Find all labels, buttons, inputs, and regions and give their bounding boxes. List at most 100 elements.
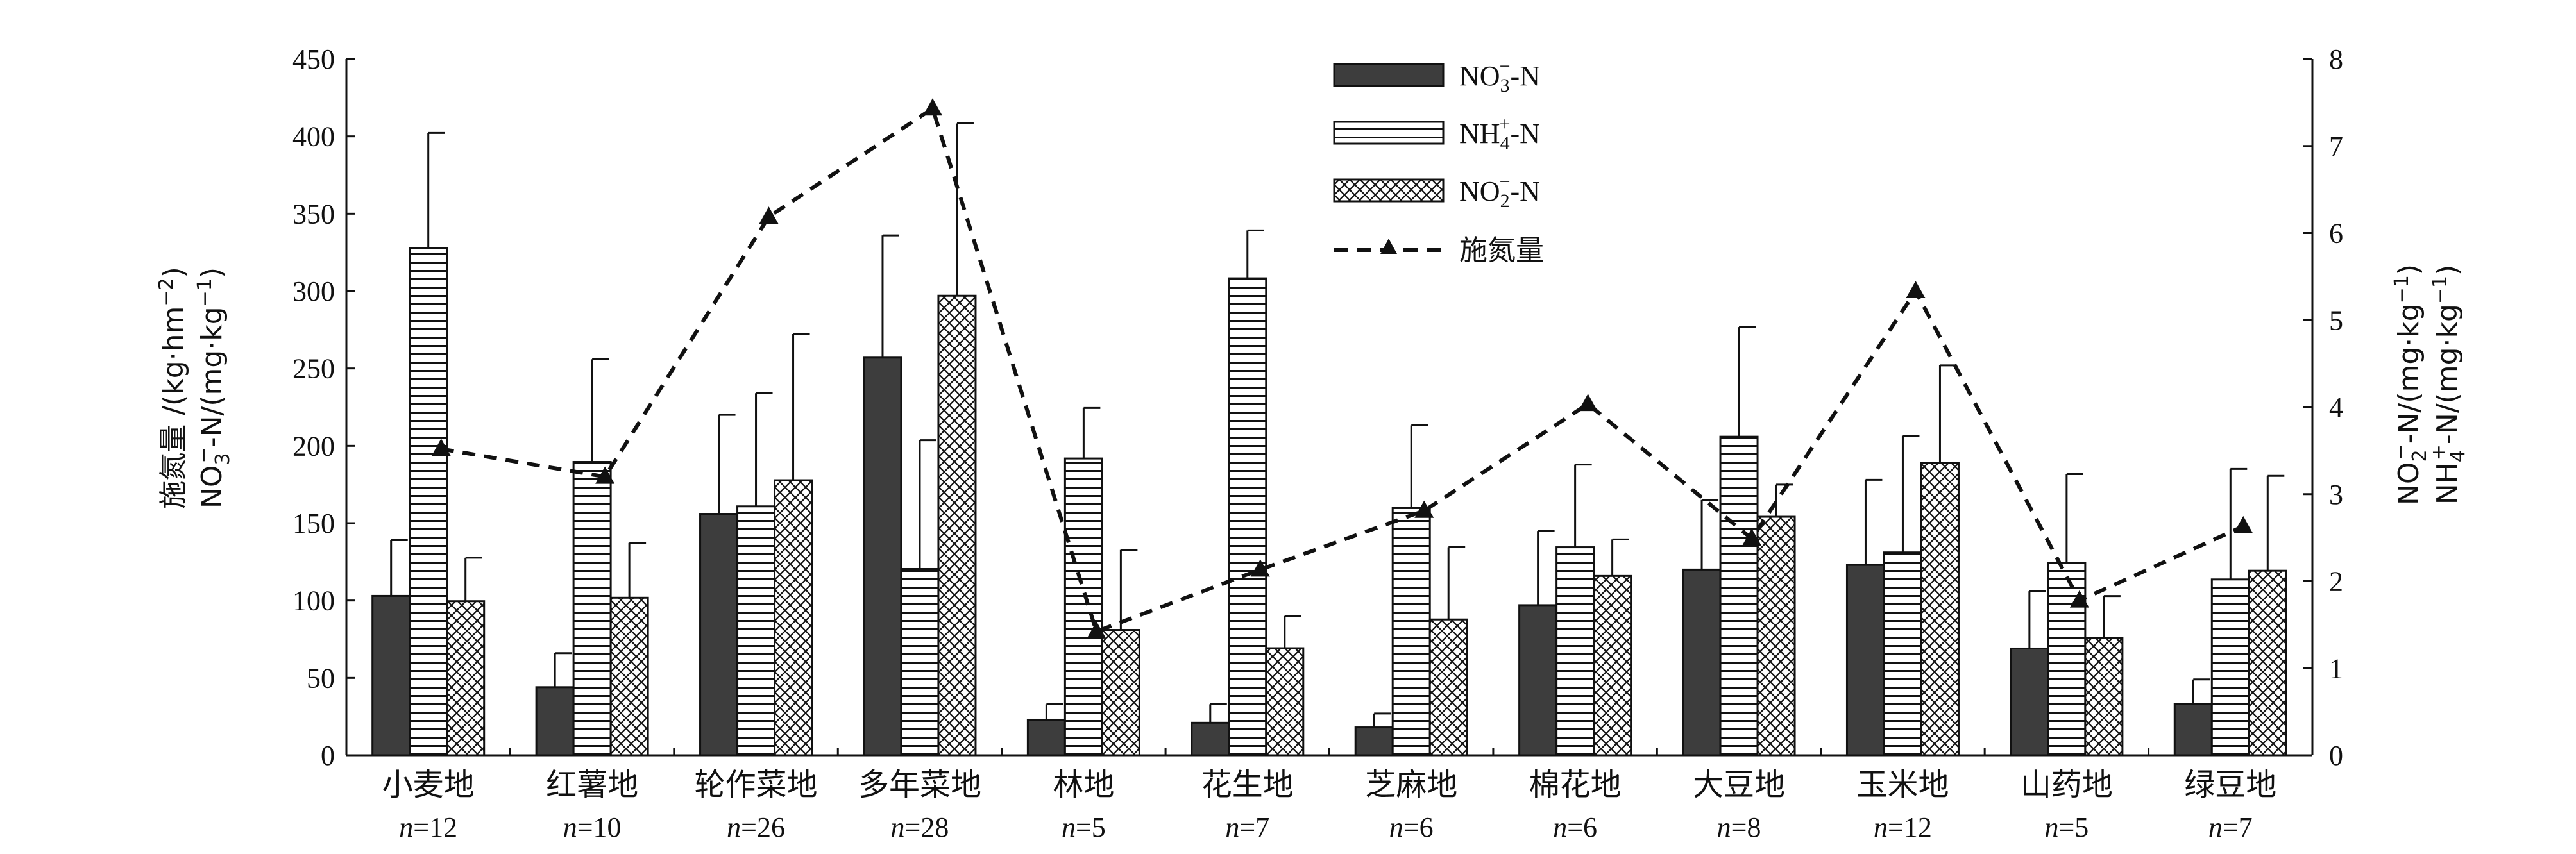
legend: NO3−-N NH4+-N NO2−-N 施氮量 — [1333, 56, 1544, 266]
bar-no2 — [937, 294, 977, 757]
nitrogen-point — [1906, 281, 1926, 298]
category-label: 芝麻地 — [1365, 767, 1457, 803]
right-tick-label: 1 — [2329, 653, 2343, 684]
right-axis-title-line2: NH4+-N/(mg·kg−1) — [2428, 265, 2470, 505]
category-label: 红薯地 — [546, 767, 638, 803]
legend-swatch-no3 — [1333, 63, 1445, 87]
bar-no3 — [1026, 718, 1066, 757]
bar-no2 — [1593, 574, 1632, 757]
category-label: 山药地 — [2021, 767, 2113, 803]
right-tick-label: 3 — [2329, 479, 2343, 510]
bar-nh4 — [1555, 546, 1595, 757]
sample-size-label: n=26 — [727, 812, 785, 843]
sample-size-label: n=8 — [1717, 812, 1761, 843]
category-label: 绿豆地 — [2184, 767, 2276, 803]
bar-no2 — [446, 600, 486, 757]
left-tick-label: 400 — [292, 121, 335, 153]
left-axis-title-line2: NO3−-N/(mg·kg−1) — [192, 267, 234, 508]
nitrogen-point — [759, 206, 779, 224]
right-tick-label: 5 — [2329, 305, 2343, 336]
nitrogen-point — [1250, 559, 1270, 577]
sample-size-label: n=5 — [2044, 812, 2089, 843]
bar-nh4 — [736, 505, 776, 757]
bar-no2 — [1428, 618, 1468, 757]
category-label: 棉花地 — [1529, 767, 1622, 803]
nitrogen-point — [922, 98, 942, 116]
bar-nh4 — [1228, 277, 1267, 757]
category-label: 林地 — [1053, 767, 1114, 803]
nitrogen-point — [595, 466, 615, 484]
legend-label-nh4: NH4+-N — [1459, 113, 1540, 154]
bar-nh4 — [2210, 578, 2250, 757]
left-axis-title: 施氮量 /(kg·hm−2) NO3−-N/(mg·kg−1) — [155, 267, 234, 509]
bar-no3 — [1845, 564, 1885, 757]
bar-nh4 — [1391, 507, 1431, 757]
sample-size-label: n=12 — [399, 812, 457, 843]
right-tick-label: 6 — [2329, 218, 2343, 249]
plot-area: 0 50 100 150 200 250 300 350 400 450 0 1 2 3 4 5 6 7 8 小麦地 n… — [292, 44, 2343, 843]
bar-nh4 — [1719, 435, 1759, 757]
bar-no2 — [774, 479, 813, 757]
right-tick-label: 2 — [2329, 566, 2343, 598]
right-tick-label: 4 — [2329, 392, 2343, 423]
bar-no2 — [2248, 569, 2287, 757]
bar-no2 — [1756, 515, 1796, 757]
sample-size-label: n=12 — [1874, 812, 1932, 843]
sample-size-label: n=6 — [1553, 812, 1597, 843]
bar-no3 — [371, 594, 411, 757]
bar-no3 — [1354, 726, 1394, 757]
nitrogen-point — [2233, 515, 2253, 533]
sample-size-label: n=10 — [563, 812, 622, 843]
legend-swatch-nh4 — [1333, 121, 1445, 145]
bar-no2 — [609, 596, 649, 757]
left-tick-label: 100 — [292, 585, 335, 617]
right-tick-label: 0 — [2329, 740, 2343, 771]
bar-no3 — [535, 686, 575, 757]
nitrogen-point — [1578, 394, 1598, 412]
right-tick-label: 7 — [2329, 131, 2343, 162]
bar-no3 — [1518, 604, 1558, 757]
left-tick-label: 50 — [307, 662, 335, 694]
left-tick-label: 300 — [292, 276, 335, 307]
nitrogen-point — [1087, 621, 1106, 639]
nitrogen-point — [1742, 528, 1762, 546]
category-label: 大豆地 — [1693, 767, 1785, 803]
left-tick-label: 150 — [292, 508, 335, 539]
bar-no2 — [1101, 629, 1140, 757]
category-label: 玉米地 — [1856, 767, 1949, 803]
bar-no2 — [1265, 647, 1305, 757]
category-label: 多年菜地 — [858, 767, 981, 803]
right-axis-title: NO2−-N/(mg·kg−1) NH4+-N/(mg·kg−1) — [2389, 264, 2470, 505]
sample-size-label: n=6 — [1389, 812, 1434, 843]
left-tick-label: 250 — [292, 353, 335, 385]
bar-no2 — [2084, 637, 2124, 757]
legend-label-no2: NO2−-N — [1459, 171, 1540, 212]
nitrogen-point — [2069, 590, 2089, 608]
legend-swatch-no2 — [1333, 178, 1445, 203]
legend-marker-triangle — [1380, 239, 1397, 254]
left-tick-label: 350 — [292, 198, 335, 230]
bar-no3 — [2173, 703, 2213, 757]
bar-nh4 — [1883, 551, 1922, 757]
category-label: 轮作菜地 — [695, 767, 818, 803]
left-axis-title-line1: 施氮量 /(kg·hm−2) — [155, 267, 190, 509]
nitrogen-line — [441, 105, 2244, 634]
bar-nh4 — [572, 461, 612, 757]
bar-nh4 — [409, 247, 448, 757]
left-tick-label: 0 — [321, 740, 335, 771]
sample-size-label: n=7 — [2208, 812, 2253, 843]
bar-no3 — [863, 356, 902, 757]
right-axis-title-line1: NO2−-N/(mg·kg−1) — [2389, 264, 2431, 505]
left-tick-label: 450 — [292, 44, 335, 75]
category-label: 花生地 — [1201, 767, 1294, 803]
bar-nh4 — [900, 567, 940, 757]
sample-size-label: n=28 — [891, 812, 949, 843]
nitrogen-point — [1414, 500, 1434, 518]
bar-no3 — [1191, 721, 1230, 757]
legend-label-no3: NO3−-N — [1459, 56, 1540, 96]
bar-no2 — [1920, 462, 1960, 757]
category-label: 小麦地 — [382, 767, 475, 803]
nitrogen-point — [431, 439, 451, 456]
bar-no3 — [699, 513, 739, 757]
